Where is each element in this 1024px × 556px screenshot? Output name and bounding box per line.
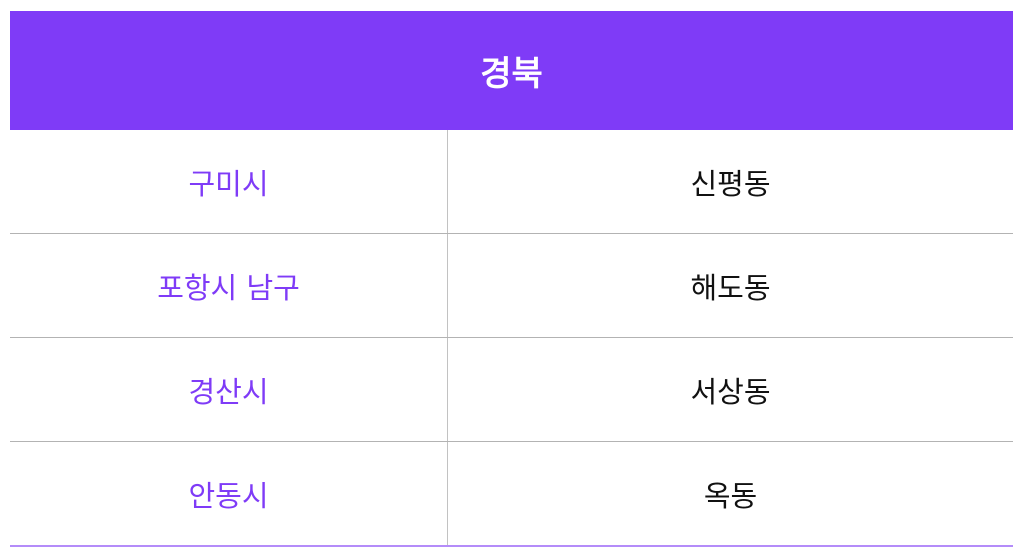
dong-cell: 해도동 <box>690 270 771 305</box>
dong-cell: 서상동 <box>690 374 771 409</box>
dong-cell: 옥동 <box>703 478 758 513</box>
region-table: 경북 구미시 신평동 포항시 남구 해도동 경산시 서상동 안동시 옥동 <box>10 11 1013 547</box>
city-cell: 경산시 <box>10 338 448 441</box>
table-row: 안동시 옥동 <box>10 442 1013 547</box>
table-header: 경북 <box>10 11 1013 130</box>
city-cell: 안동시 <box>10 442 448 545</box>
table-row: 경산시 서상동 <box>10 338 1013 442</box>
dong-cell: 신평동 <box>690 166 771 201</box>
city-cell: 포항시 남구 <box>10 234 448 337</box>
table-row: 포항시 남구 해도동 <box>10 234 1013 338</box>
city-cell: 구미시 <box>10 130 448 233</box>
table-row: 구미시 신평동 <box>10 130 1013 234</box>
